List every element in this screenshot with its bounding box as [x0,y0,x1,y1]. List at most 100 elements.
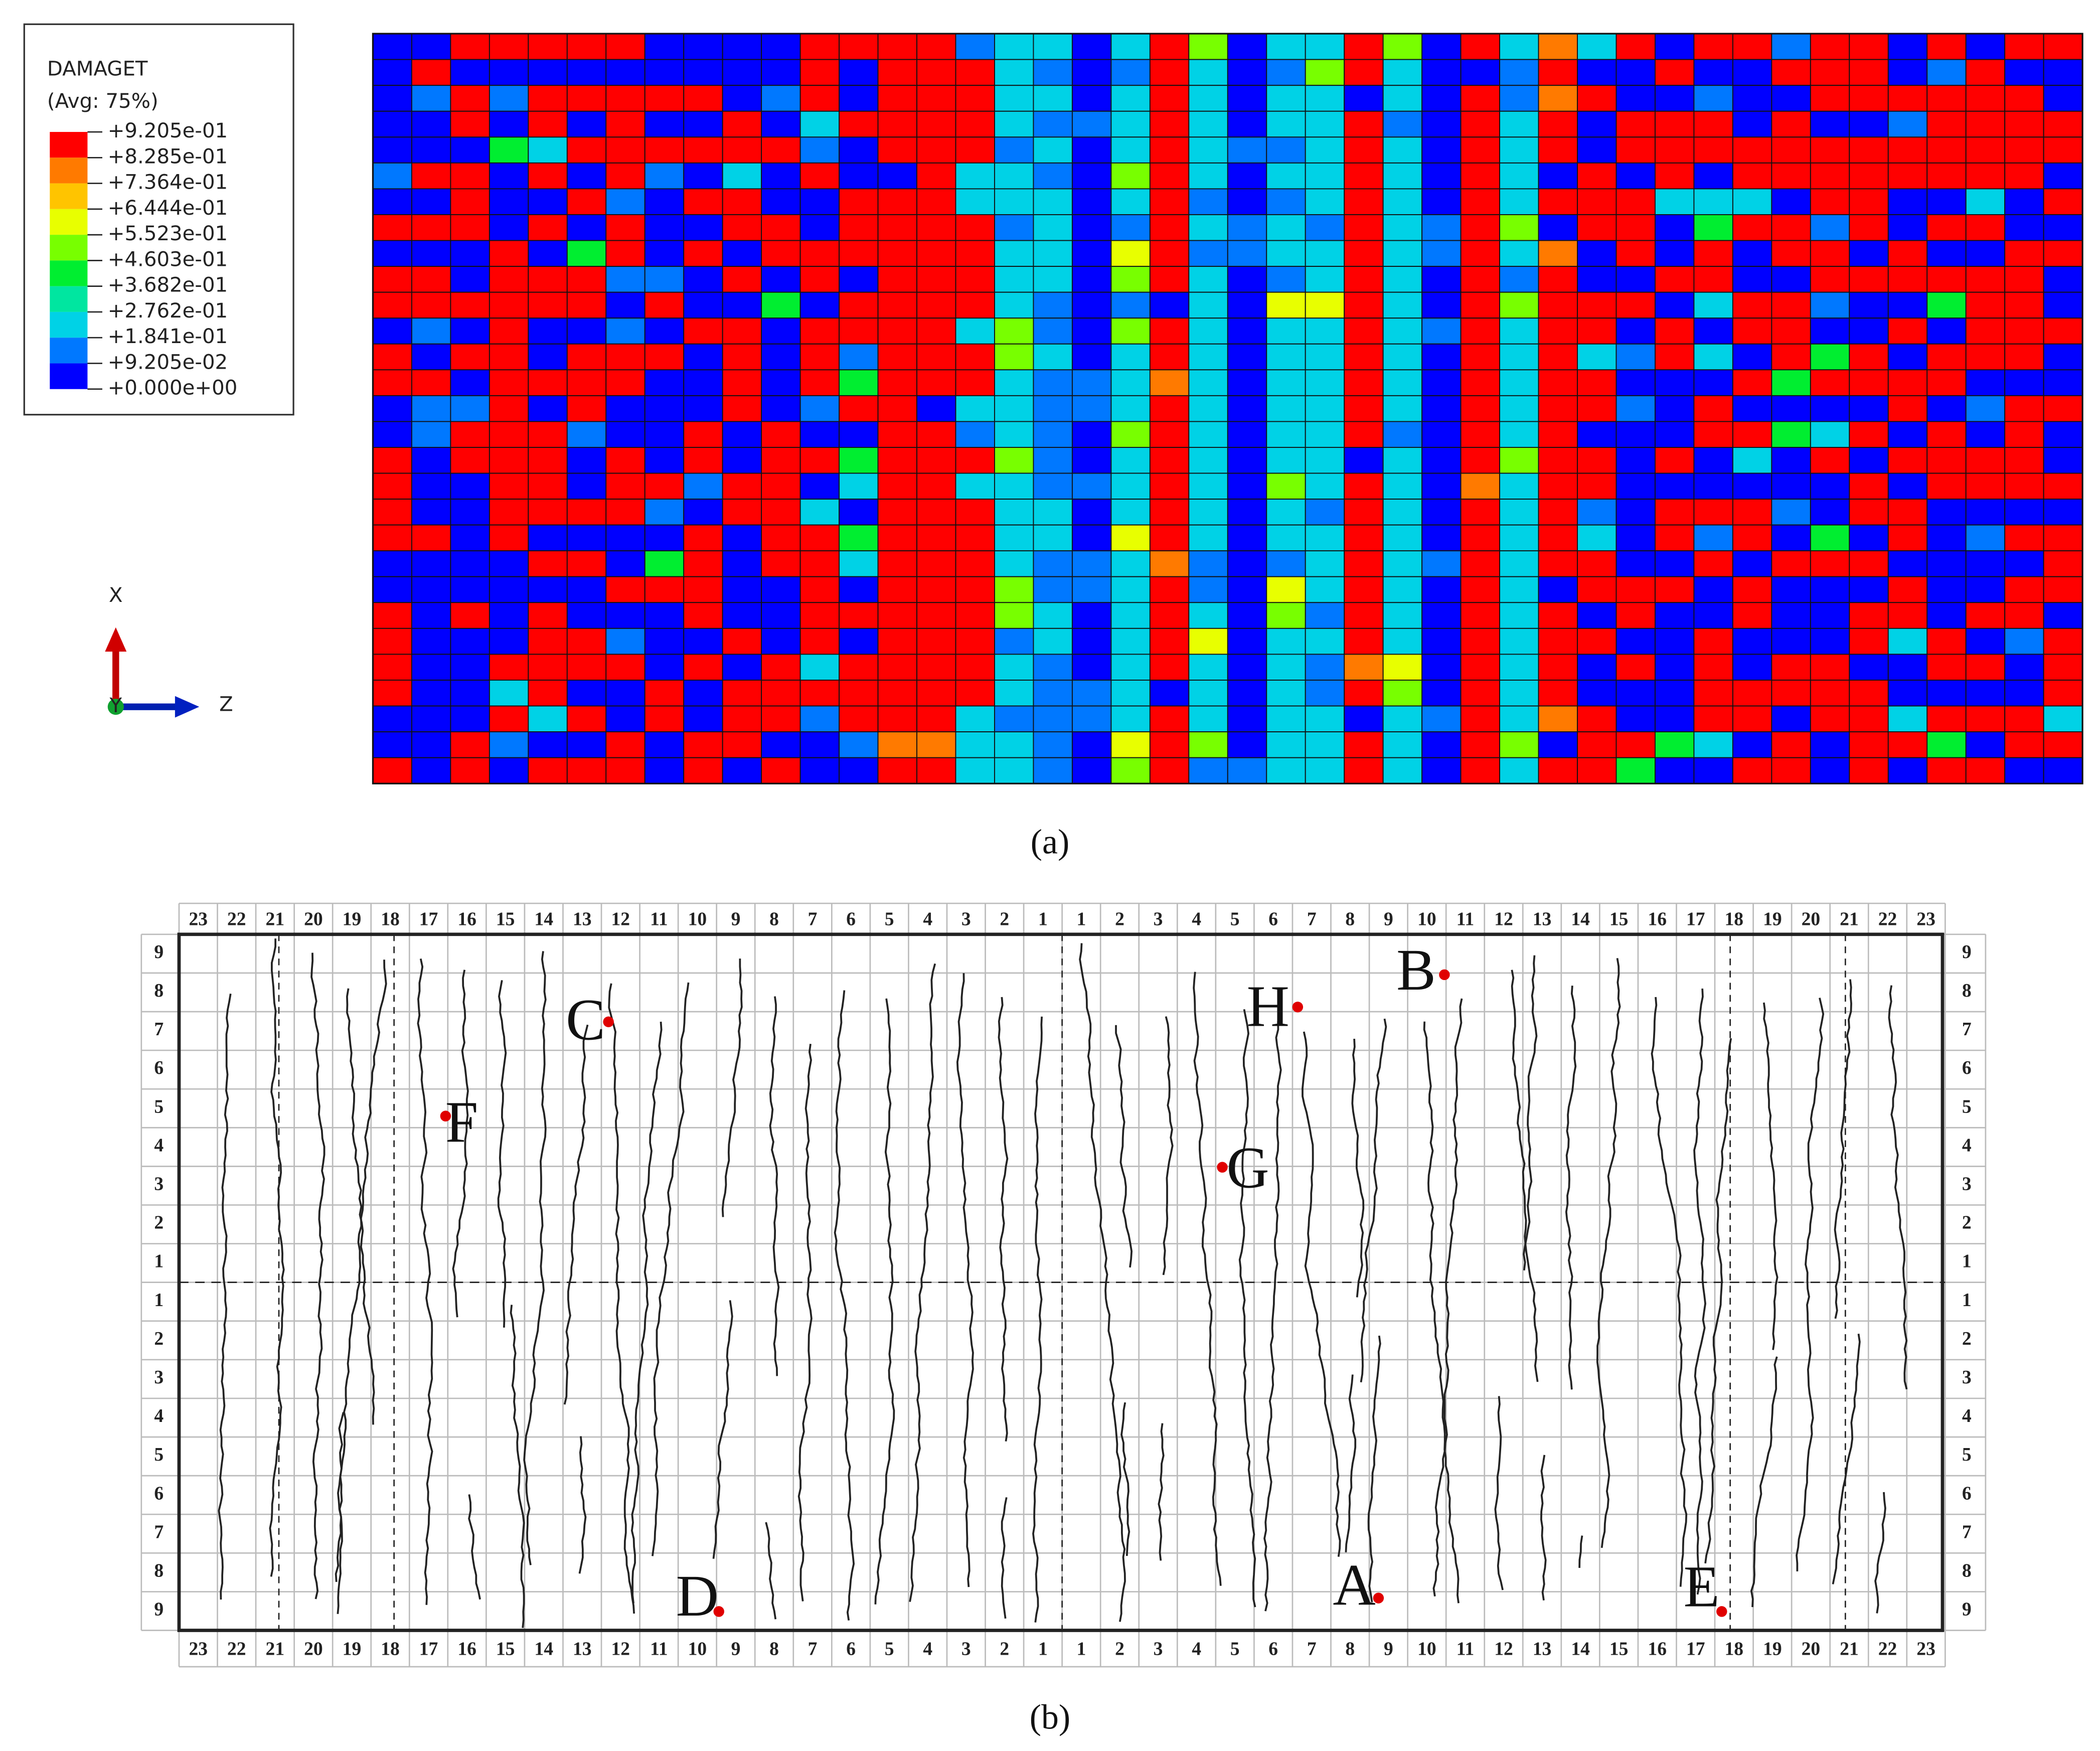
contour-cell [2043,627,2083,655]
column-label: 12 [611,1639,630,1659]
contour-cell [1305,343,1345,371]
contour-cell [1771,550,1811,577]
contour-cell [450,627,490,655]
contour-cell [450,705,490,733]
contour-cell [528,421,568,448]
contour-cell [1771,680,1811,707]
contour-cell [566,654,607,681]
contour-cell [644,85,685,112]
contour-cell [722,162,762,190]
contour-cell [1887,680,1928,707]
contour-cell [2043,472,2083,500]
contour-cell [644,421,685,448]
contour-cell [1421,85,1462,112]
contour-cell [411,576,451,603]
contour-cell [1188,59,1228,86]
contour-cell [1188,343,1228,371]
contour-cell [411,705,451,733]
column-label: 20 [1802,1639,1821,1659]
contour-cell [1266,136,1306,164]
contour-cell [877,499,917,526]
contour-cell [1305,33,1345,60]
contour-cell [994,550,1034,577]
contour-cell [566,291,607,319]
contour-cell [1110,627,1151,655]
contour-cell [1421,59,1462,86]
contour-cell [450,85,490,112]
contour-cell [722,291,762,319]
contour-cell [722,472,762,500]
contour-cell [2004,33,2044,60]
column-label: 11 [650,1639,668,1659]
crack [1351,1038,1365,1298]
contour-cell [1071,757,1112,784]
contour-cell [411,421,451,448]
contour-cell [1926,654,1967,681]
contour-cell [2004,654,2044,681]
contour-cell [1577,524,1617,552]
contour-cell [1965,524,2006,552]
legend: +9.205e-01+8.285e-01+7.364e-01+6.444e-01… [50,119,237,400]
contour-cell [1616,472,1656,500]
contour-cell [1033,550,1073,577]
contour-cell [605,602,645,629]
contour-cell [683,369,723,396]
contour-cell [1887,524,1928,552]
contour-cell [1227,524,1267,552]
contour-cell [1344,266,1384,293]
contour-cell [644,447,685,474]
contour-cell [955,136,995,164]
contour-cell [1693,59,1733,86]
contour-cell [1577,59,1617,86]
contour-cell [994,33,1034,60]
column-label: 10 [688,1639,707,1659]
contour-cell [1382,602,1423,629]
contour-cell [799,162,840,190]
contour-cell [450,680,490,707]
contour-cell [1732,110,1772,138]
contour-cell [1033,240,1073,267]
contour-cell [1577,136,1617,164]
contour-cell [1227,136,1267,164]
contour-cell [761,188,801,215]
contour-cell [566,602,607,629]
contour-cell [1693,395,1733,422]
contour-cell [1577,731,1617,758]
contour-cell [1149,524,1190,552]
contour-cell [1421,499,1462,526]
contour-cell [1616,343,1656,371]
contour-cell [1110,110,1151,138]
contour-cell [1149,291,1190,319]
contour-cell [1266,550,1306,577]
contour-cell [994,757,1034,784]
contour-cell [1538,291,1578,319]
contour-cell [1810,550,1850,577]
contour-cell [916,162,956,190]
contour-cell [1227,447,1267,474]
contour-cell [2004,421,2044,448]
contour-cell [605,162,645,190]
contour-cell [1188,395,1228,422]
contour-cell [1616,214,1656,241]
contour-cell [605,447,645,474]
contour-cell [1149,369,1190,396]
contour-cell [1732,240,1772,267]
contour-cell [1849,59,1889,86]
column-label: 2 [1115,1639,1124,1659]
contour-cell [1071,291,1112,319]
row-label: 8 [154,1560,164,1581]
contour-cell [683,731,723,758]
contour-cell [2043,188,2083,215]
contour-cell [411,524,451,552]
contour-cell [1926,524,1967,552]
contour-cell [1499,214,1539,241]
contour-cell [722,395,762,422]
contour-cell [1499,524,1539,552]
contour-cell [1577,499,1617,526]
contour-cell [1655,291,1695,319]
contour-cell [799,59,840,86]
contour-cell [1926,576,1967,603]
contour-cell [644,240,685,267]
contour-cell [450,291,490,319]
contour-cell [1227,705,1267,733]
